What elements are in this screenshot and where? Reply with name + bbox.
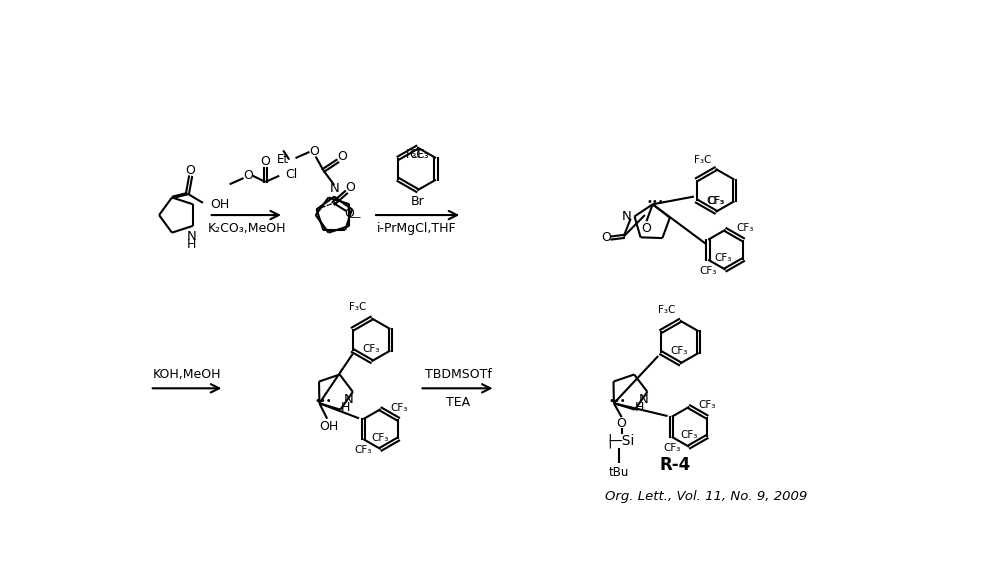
Text: i-PrMgCl,THF: i-PrMgCl,THF — [377, 222, 457, 236]
Text: OH: OH — [211, 198, 230, 211]
Text: K₂CO₃,MeOH: K₂CO₃,MeOH — [207, 222, 286, 236]
Text: tBu: tBu — [608, 466, 629, 479]
Text: —Si: —Si — [608, 434, 635, 448]
Text: R-4: R-4 — [660, 456, 691, 474]
Text: O: O — [337, 150, 347, 163]
Text: N: N — [344, 393, 354, 406]
Text: O: O — [617, 417, 627, 430]
Text: H: H — [635, 401, 644, 414]
Text: O: O — [344, 207, 354, 219]
Text: OH: OH — [319, 420, 338, 433]
Text: O: O — [260, 155, 270, 168]
Text: F₃C: F₃C — [694, 155, 711, 164]
Text: CF₃: CF₃ — [362, 344, 379, 354]
Text: O: O — [186, 164, 195, 177]
Text: F₃C: F₃C — [349, 303, 367, 312]
Text: N: N — [329, 182, 339, 195]
Text: CF₃: CF₃ — [680, 430, 697, 440]
Text: •••: ••• — [647, 197, 665, 207]
Text: Org. Lett., Vol. 11, No. 9, 2009: Org. Lett., Vol. 11, No. 9, 2009 — [605, 489, 807, 503]
Text: Cl: Cl — [285, 168, 298, 180]
Text: •••: ••• — [314, 396, 332, 406]
Text: CF₃: CF₃ — [372, 433, 389, 442]
Text: CF₃: CF₃ — [715, 253, 732, 263]
Text: H: H — [340, 401, 350, 414]
Text: Et: Et — [277, 153, 289, 166]
Text: F₃C: F₃C — [658, 305, 675, 315]
Text: CF₃: CF₃ — [736, 223, 754, 233]
Text: |: | — [607, 434, 612, 448]
Text: H: H — [187, 238, 196, 251]
Text: F₃C: F₃C — [405, 148, 425, 162]
Text: N: N — [186, 230, 196, 243]
Text: CF₃: CF₃ — [355, 445, 372, 455]
Text: O: O — [243, 169, 253, 182]
Text: CF₃: CF₃ — [670, 346, 688, 356]
Text: CF₃: CF₃ — [663, 442, 680, 453]
Text: N: N — [639, 393, 648, 406]
Text: TBDMSOTf: TBDMSOTf — [425, 368, 492, 381]
Text: —: — — [350, 212, 361, 222]
Text: CF₃: CF₃ — [706, 196, 723, 206]
Text: TEA: TEA — [446, 396, 470, 409]
Text: O: O — [602, 231, 612, 245]
Text: CF₃: CF₃ — [390, 403, 407, 413]
Text: O: O — [642, 222, 651, 236]
Text: CF₃: CF₃ — [699, 265, 717, 276]
Text: CF₃: CF₃ — [409, 148, 429, 162]
Text: CF₃: CF₃ — [698, 401, 716, 410]
Text: O: O — [346, 181, 356, 194]
Text: Br: Br — [410, 195, 424, 207]
Text: O: O — [309, 146, 319, 158]
Text: •••: ••• — [609, 396, 627, 406]
Text: CF₃: CF₃ — [708, 196, 725, 206]
Text: N: N — [622, 210, 632, 223]
Text: KOH,MeOH: KOH,MeOH — [153, 368, 221, 381]
